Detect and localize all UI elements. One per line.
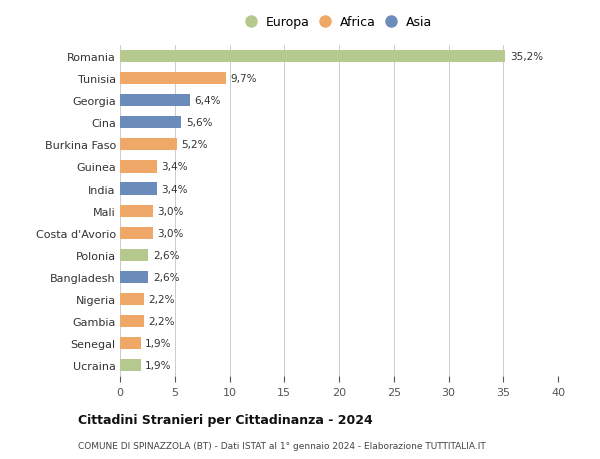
Legend: Europa, Africa, Asia: Europa, Africa, Asia <box>242 12 436 33</box>
Text: 1,9%: 1,9% <box>145 360 172 370</box>
Text: 3,0%: 3,0% <box>157 206 184 216</box>
Bar <box>120 117 181 129</box>
Bar <box>120 315 144 327</box>
Bar <box>120 249 148 261</box>
Bar <box>120 183 157 195</box>
Bar <box>120 205 153 217</box>
Text: 2,6%: 2,6% <box>153 272 179 282</box>
Bar <box>120 95 190 107</box>
Text: 1,9%: 1,9% <box>145 338 172 348</box>
Bar <box>120 139 177 151</box>
Bar <box>120 359 141 371</box>
Bar <box>120 161 157 173</box>
Bar <box>120 227 153 239</box>
Bar <box>120 293 144 305</box>
Text: 5,2%: 5,2% <box>181 140 208 150</box>
Text: 3,4%: 3,4% <box>161 184 188 194</box>
Text: 3,0%: 3,0% <box>157 228 184 238</box>
Text: 9,7%: 9,7% <box>230 74 257 84</box>
Text: 5,6%: 5,6% <box>186 118 212 128</box>
Text: 6,4%: 6,4% <box>194 96 221 106</box>
Bar <box>120 337 141 349</box>
Bar <box>120 271 148 283</box>
Text: 35,2%: 35,2% <box>510 52 543 62</box>
Text: 2,2%: 2,2% <box>148 316 175 326</box>
Text: 2,6%: 2,6% <box>153 250 179 260</box>
Text: COMUNE DI SPINAZZOLA (BT) - Dati ISTAT al 1° gennaio 2024 - Elaborazione TUTTITA: COMUNE DI SPINAZZOLA (BT) - Dati ISTAT a… <box>78 441 486 450</box>
Text: Cittadini Stranieri per Cittadinanza - 2024: Cittadini Stranieri per Cittadinanza - 2… <box>78 413 373 426</box>
Bar <box>120 51 505 63</box>
Bar <box>120 73 226 85</box>
Text: 3,4%: 3,4% <box>161 162 188 172</box>
Text: 2,2%: 2,2% <box>148 294 175 304</box>
